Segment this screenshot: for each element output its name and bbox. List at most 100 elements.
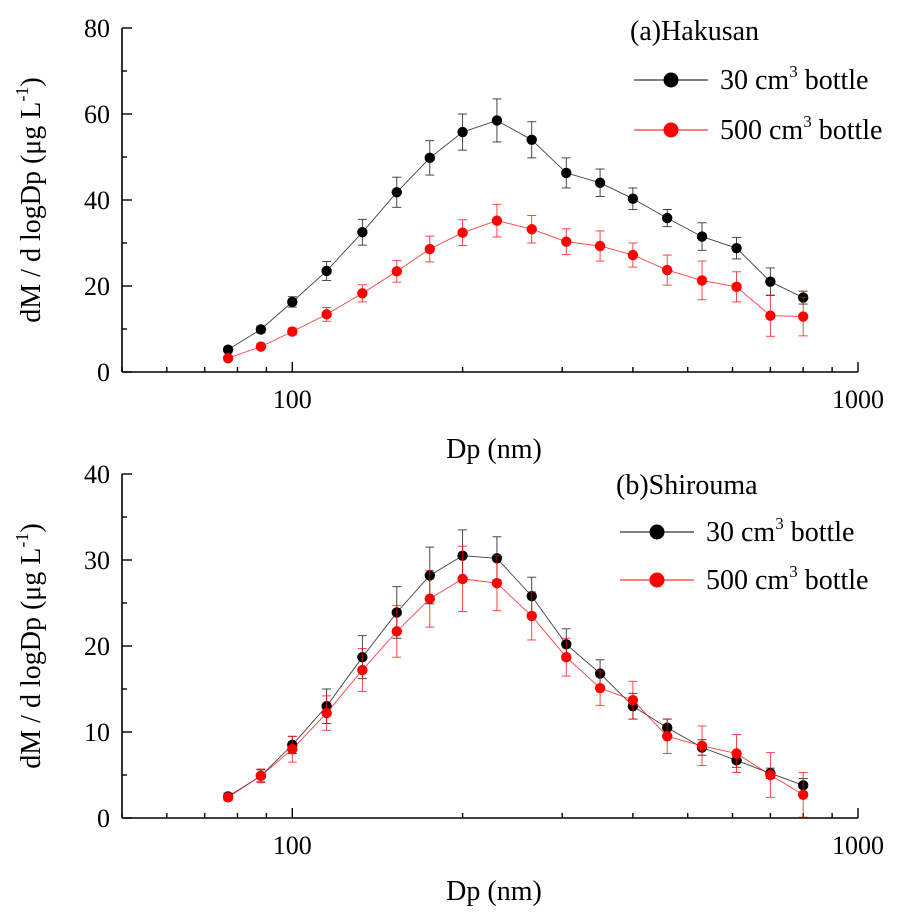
data-point [526,610,537,622]
data-point [731,281,742,293]
legend-label: 500 cm3 bottle [706,562,868,596]
data-point [357,664,368,676]
panel-title: (a)Hakusan [630,16,759,47]
data-point [662,212,673,224]
y-axis-label-main: dM / d logDp (μg L [16,102,47,323]
legend-marker [649,572,665,588]
data-point [627,249,639,261]
series-line [227,120,804,350]
data-point [255,770,267,782]
data-point [765,769,776,781]
data-point [561,167,572,179]
legend-marker [663,72,679,88]
data-point [222,792,234,803]
x-axis-label: Dp (nm) [446,876,542,907]
data-point [662,264,673,276]
data-point [391,626,402,637]
data-point [731,242,742,254]
data-point [594,177,606,188]
legend-marker [649,524,665,540]
legend-label-end: bottle [784,517,855,548]
series-0 [222,98,809,355]
legend-item: 30 cm3 bottle [634,62,868,96]
y-tick-label: 20 [84,272,110,301]
legend-label-sup: 3 [803,112,812,131]
data-point [491,115,503,126]
y-tick-label: 40 [84,186,110,215]
data-point [222,353,234,364]
data-point [765,310,776,321]
y-axis-label-end: ) [16,77,47,86]
data-point [391,266,402,277]
data-point [731,748,742,759]
data-point [321,309,332,320]
y-tick-label: 60 [84,100,110,129]
data-point [696,740,708,751]
legend-label-end: bottle [812,115,883,146]
data-point [222,344,234,355]
data-point [287,296,298,308]
x-axis-label: Dp (nm) [446,434,542,465]
series-line [227,555,804,797]
series-1 [222,545,809,818]
chart-panel-b: 0 10 20 30 40 100 1000 Dp (nm) dM / d logDp (μg … [12,460,884,907]
legend-item: 30 cm3 bottle [620,514,854,548]
data-point [255,341,267,352]
y-tick-label: 0 [97,804,110,833]
data-point [491,578,503,589]
data-point [627,193,639,204]
panel-title: (b)Shirouma [616,470,758,501]
series-1 [222,203,809,364]
legend-label-main: 30 cm [720,65,789,96]
legend-marker [663,122,679,138]
x-tick-label: 100 [273,831,312,860]
data-point [797,311,809,322]
data-point [662,731,673,742]
chart-panel-a: 0 20 40 60 80 100 1000 Dp (nm) dM / d logDp (μg … [12,14,884,465]
data-point [287,326,298,337]
data-point [424,152,435,164]
legend-label-end: bottle [798,565,869,596]
data-point [627,694,639,706]
data-point [594,682,606,694]
data-point [561,236,572,247]
y-tick-label: 30 [84,546,110,575]
legend-label-sup: 3 [789,562,798,581]
data-point [357,227,368,238]
legend-item: 500 cm3 bottle [620,562,868,596]
legend-label-main: 500 cm [706,565,789,596]
y-tick-label: 10 [84,718,110,747]
series-line [227,578,804,798]
legend-label: 500 cm3 bottle [720,112,882,146]
legend-label: 30 cm3 bottle [706,514,854,548]
data-point [424,593,435,604]
legend-label-sup: 3 [789,62,798,81]
y-axis-label-main: dM / d logDp (μg L [16,548,47,769]
data-point [797,789,809,800]
legend-label-main: 500 cm [720,115,803,146]
data-point [594,240,606,252]
data-point [321,265,332,277]
data-point [526,224,537,235]
legend-label-main: 30 cm [706,517,775,548]
data-point [561,651,572,663]
data-point [457,126,468,138]
y-axis-label-sup: -1 [12,533,32,548]
y-tick-label: 20 [84,632,110,661]
data-point [765,276,776,287]
data-point [696,231,708,242]
y-axis-label: dM / d logDp (μg L-1) [12,523,47,768]
data-point [287,744,298,755]
data-point [357,288,368,299]
data-point [491,215,503,226]
y-tick-label: 0 [97,358,110,387]
data-point [457,573,468,585]
data-point [424,243,435,255]
x-tick-label: 1000 [832,385,884,414]
data-point [255,324,267,335]
y-axis-label-end: ) [16,523,47,532]
data-point [696,275,708,286]
